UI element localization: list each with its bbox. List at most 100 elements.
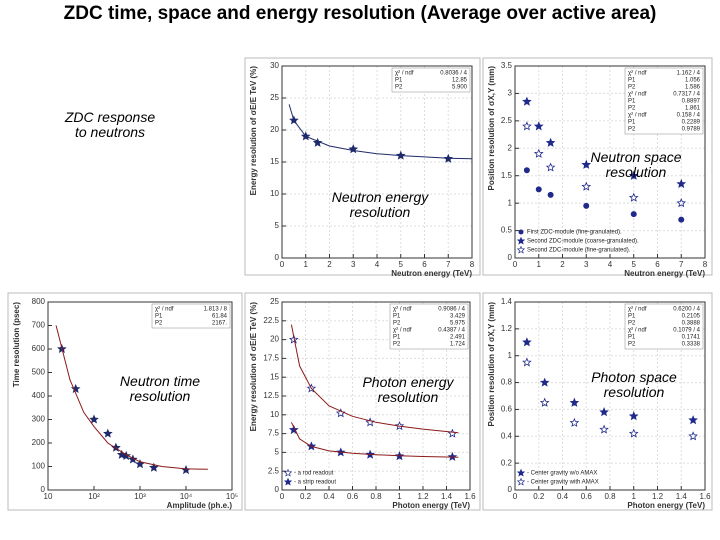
stats-value: 1.813 / 8 (204, 307, 228, 313)
annotation: Photon energy resolution (362, 374, 454, 405)
y-axis-label: Position resolution of σX,Y (mm) (487, 66, 496, 191)
x-tick-label: 0.6 (581, 492, 593, 501)
stats-value: 0.1741 (682, 335, 701, 341)
x-tick-label: 10³ (134, 492, 146, 501)
stats-key: χ² / ndf (628, 307, 647, 313)
y-tick-label: 200 (32, 438, 46, 447)
y-tick-label: 2.5 (268, 466, 280, 475)
y-tick-label: 1 (508, 351, 513, 360)
y-tick-label: 20 (270, 335, 279, 344)
point (628, 411, 639, 421)
stats-value: 61.84 (212, 314, 228, 320)
annotation-line: resolution (378, 389, 439, 405)
point (688, 415, 698, 425)
stats-key: P1 (395, 78, 403, 84)
x-axis-label: Neutron energy (TeV) (391, 269, 472, 278)
legend-label: - a strip readout (294, 480, 336, 486)
x-tick-label: 1.6 (464, 492, 476, 501)
x-axis-label: Amplitude (ph.e.) (167, 501, 233, 510)
x-tick-label: 0.4 (557, 492, 569, 501)
plot-frame (514, 65, 706, 259)
point (581, 159, 592, 169)
stats-key: P1 (628, 314, 636, 320)
legend-label: - Center gravity w/o AMAX (527, 471, 597, 477)
annotation: Neutron space resolution (590, 149, 681, 180)
legend-label: - Center gravity with AMAX (527, 480, 599, 486)
stats-value: 0.9086 / 4 (438, 307, 465, 313)
y-tick-label: 22.5 (263, 316, 279, 325)
x-tick-label: 1 (304, 260, 309, 269)
y-axis-label: Position resolution of σX,Y (mm) (487, 302, 496, 427)
x-tick-label: 3 (351, 260, 356, 269)
point (539, 377, 550, 387)
fit-line (55, 325, 208, 470)
y-tick-label: 15 (270, 157, 279, 166)
stats-key: P2 (628, 342, 636, 348)
x-axis-label: Photon energy (TeV) (392, 501, 470, 510)
y-tick-label: 0.6 (501, 405, 513, 414)
y-tick-label: 0 (508, 485, 513, 494)
y-axis-label: Time resolution (psec) (12, 302, 21, 388)
x-tick-label: 2 (327, 260, 332, 269)
point (447, 451, 458, 461)
stats-key: P2 (393, 342, 401, 348)
point (522, 337, 532, 347)
stats-value: 5.975 (450, 321, 466, 327)
y-tick-label: 1.2 (501, 324, 513, 333)
point (583, 202, 590, 209)
x-tick-label: 0.2 (533, 492, 545, 501)
annotation-line: Photon energy (362, 374, 454, 390)
y-tick-label: 25 (270, 93, 279, 102)
point (581, 181, 592, 191)
stats-key: χ² / ndf (155, 307, 174, 313)
x-tick-label: 2 (560, 260, 565, 269)
y-tick-label: 1.4 (501, 297, 513, 306)
panel (7, 292, 243, 511)
x-axis-label: Photon energy (TeV) (627, 501, 705, 510)
stats-key: χ² / ndf (395, 71, 414, 77)
stats-value: 0.2289 (682, 120, 701, 126)
x-tick-label: 5 (632, 260, 637, 269)
y-tick-label: 0.8 (501, 378, 513, 387)
y-tick-label: 20 (270, 125, 279, 134)
fit-line (290, 324, 459, 434)
x-tick-label: 4 (608, 260, 613, 269)
legend-label: - a rod readout (294, 471, 334, 477)
x-tick-label: 0 (513, 260, 518, 269)
annotation: Neutron time resolution (120, 373, 200, 404)
legend-marker (516, 236, 526, 245)
x-tick-label: 1.2 (417, 492, 429, 501)
annotation-line: Neutron time (120, 373, 200, 389)
y-tick-label: 800 (32, 297, 46, 306)
x-tick-label: 10² (88, 492, 100, 501)
y-tick-label: 30 (270, 61, 279, 70)
point (569, 417, 580, 427)
y-tick-label: 5 (275, 448, 280, 457)
y-tick-label: 10 (270, 410, 279, 419)
annotation-line: resolution (350, 204, 411, 220)
stats-key: P1 (393, 314, 401, 320)
stats-value: 0.2105 (682, 314, 701, 320)
stats-value: 0.3888 (682, 321, 701, 327)
stats-value: 0.9789 (682, 127, 701, 133)
stats-value: 12.85 (452, 78, 468, 84)
stats-key: χ² / ndf (628, 328, 647, 334)
x-tick-label: 6 (422, 260, 427, 269)
x-tick-label: 10 (44, 492, 53, 501)
point (522, 96, 532, 106)
x-tick-label: 7 (446, 260, 451, 269)
y-tick-label: 0.4 (501, 431, 513, 440)
x-tick-label: 10⁵ (226, 492, 238, 501)
stats-value: 0.8897 (682, 99, 701, 105)
x-tick-label: 0 (280, 260, 285, 269)
point (688, 431, 698, 441)
annotation-line: resolution (130, 388, 191, 404)
y-tick-label: 25 (270, 297, 279, 306)
stats-box (389, 303, 469, 350)
stats-value: 1.056 (685, 78, 701, 84)
plot-frame (281, 65, 473, 259)
legend-marker (516, 245, 526, 254)
stats-box (624, 67, 704, 135)
point (535, 186, 542, 193)
y-tick-label: 700 (32, 321, 46, 330)
